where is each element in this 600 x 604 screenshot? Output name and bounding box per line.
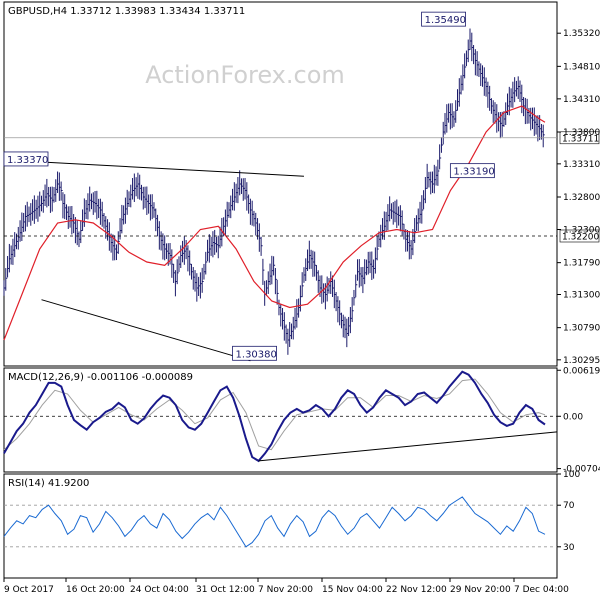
macd-y-tick-label: 0.00 <box>563 412 583 422</box>
x-axis-label: 16 Oct 20:00 <box>66 585 125 595</box>
macd-y-tick-label: -0.007044 <box>563 465 600 475</box>
rsi-line <box>3 496 546 548</box>
rsi-y-tick-label: 70 <box>563 501 575 511</box>
price-header: GBPUSD,H4 1.33712 1.33983 1.33434 1.3371… <box>8 6 245 17</box>
price-annotation-label: 1.35490 <box>425 15 466 26</box>
price-y-tick-label: 1.30295 <box>563 356 600 366</box>
price-y-tick-label: 1.33310 <box>563 160 600 170</box>
price-annotation-box <box>449 163 495 179</box>
rsi-panel <box>3 473 558 579</box>
resistance-tag-label: 1.32200 <box>562 233 599 243</box>
macd-y-tick-label: 0.006197 <box>563 366 600 376</box>
rsi-y-tick-label: 100 <box>563 470 580 480</box>
macd-header: MACD(12,26,9) -0.001106 -0.000089 <box>8 372 193 383</box>
price-annotation-label: 1.30380 <box>236 349 277 360</box>
price-y-tick-label: 1.32300 <box>563 226 600 236</box>
macd-line <box>3 370 546 463</box>
price-annotation-box <box>421 11 466 27</box>
x-axis-label: 29 Nov 20:00 <box>450 585 511 595</box>
rsi-y-tick-label: 30 <box>563 543 575 553</box>
price-y-tick-label: 1.31790 <box>563 259 600 269</box>
current-price-tag-box <box>559 131 600 145</box>
x-axis-label: 9 Oct 2017 <box>4 585 54 595</box>
price-annotation-box <box>3 151 49 167</box>
price-y-tick-label: 1.31300 <box>563 291 600 301</box>
price-annotation-label: 1.33190 <box>453 167 494 178</box>
x-axis-label: 24 Oct 04:00 <box>130 585 189 595</box>
rsi-header: RSI(14) 41.9200 <box>8 478 89 489</box>
x-axis-label: 15 Nov 04:00 <box>322 585 383 595</box>
macd-panel <box>3 367 558 473</box>
x-axis-label: 7 Nov 20:00 <box>258 585 313 595</box>
x-axis-label: 22 Nov 12:00 <box>386 585 447 595</box>
lower-trendline <box>41 299 251 362</box>
price-y-tick-label: 1.33800 <box>563 128 600 138</box>
price-annotation-label: 1.33370 <box>7 155 48 166</box>
resistance-tag-box <box>559 229 600 243</box>
x-axis-label: 7 Dec 04:00 <box>514 585 569 595</box>
price-y-tick-label: 1.32800 <box>563 193 600 203</box>
x-axis-label: 31 Oct 12:00 <box>196 585 255 595</box>
watermark: ActionForex.com <box>145 61 345 89</box>
upper-trendline <box>3 159 304 177</box>
price-y-tick-label: 1.35320 <box>563 29 600 39</box>
price-y-tick-label: 1.34310 <box>563 95 600 105</box>
price-y-tick-label: 1.30790 <box>563 324 600 334</box>
current-price-tag-label: 1.33711 <box>562 134 599 144</box>
price-annotation-box <box>232 345 277 361</box>
price-y-tick-label: 1.34810 <box>563 62 600 72</box>
macd-trendline <box>258 431 558 462</box>
